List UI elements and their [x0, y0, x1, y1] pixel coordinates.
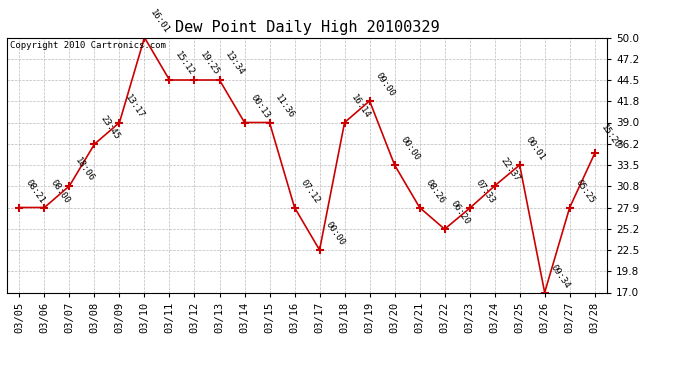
Text: 08:21: 08:21: [23, 177, 46, 205]
Text: 23:45: 23:45: [99, 114, 121, 141]
Title: Dew Point Daily High 20100329: Dew Point Daily High 20100329: [175, 20, 440, 35]
Text: 00:00: 00:00: [324, 220, 346, 247]
Text: 08:00: 08:00: [48, 177, 71, 205]
Text: 07:33: 07:33: [474, 178, 497, 206]
Text: 08:26: 08:26: [424, 177, 446, 205]
Text: 00:00: 00:00: [399, 135, 422, 162]
Text: 15:12: 15:12: [174, 50, 197, 77]
Text: 00:13: 00:13: [248, 93, 271, 120]
Text: 09:00: 09:00: [374, 71, 397, 98]
Text: 07:12: 07:12: [299, 177, 322, 205]
Text: 05:25: 05:25: [574, 177, 597, 205]
Text: Copyright 2010 Cartronics.com: Copyright 2010 Cartronics.com: [10, 41, 166, 50]
Text: 22:37: 22:37: [499, 156, 522, 183]
Text: 16:14: 16:14: [348, 93, 371, 120]
Text: 09:34: 09:34: [549, 262, 571, 290]
Text: 16:01: 16:01: [148, 8, 171, 35]
Text: 18:06: 18:06: [74, 156, 97, 183]
Text: 13:17: 13:17: [124, 93, 146, 120]
Text: 11:36: 11:36: [274, 93, 297, 120]
Text: 15:20: 15:20: [599, 123, 622, 151]
Text: 13:34: 13:34: [224, 50, 246, 77]
Text: 00:01: 00:01: [524, 135, 546, 162]
Text: 19:25: 19:25: [199, 50, 221, 77]
Text: 06:20: 06:20: [448, 199, 471, 226]
